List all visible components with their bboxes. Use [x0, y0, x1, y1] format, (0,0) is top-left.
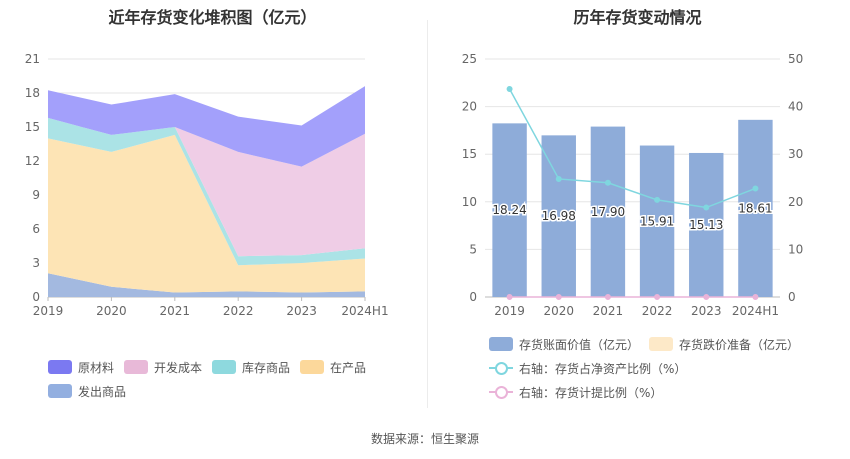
- area-发出商品: [48, 273, 365, 297]
- line-point: [654, 196, 661, 203]
- y-tick-label: 15: [25, 120, 40, 134]
- legend-label: 右轴：存货计提比例（%）: [519, 385, 663, 400]
- y-right-tick-label: 40: [788, 100, 803, 114]
- legend-label: 存货账面价值（亿元）: [519, 337, 640, 352]
- y-right-tick-label: 20: [788, 195, 803, 209]
- line-point: [703, 204, 710, 211]
- y-left-tick-label: 25: [462, 52, 477, 66]
- legend-label: 库存商品: [242, 360, 291, 375]
- x-tick-label: 2024H1: [341, 304, 388, 318]
- legend-label: 原材料: [78, 360, 115, 375]
- legend-item-book-value[interactable]: 存货账面价值（亿元）: [489, 336, 639, 352]
- area-原材料: [48, 86, 365, 167]
- y-right-tick-label: 50: [788, 52, 803, 66]
- legend-swatch: [489, 337, 513, 351]
- y-left-tick-label: 15: [462, 147, 477, 161]
- legend-line-symbol: [489, 385, 513, 399]
- line-point: [703, 294, 710, 300]
- legend-item-wip[interactable]: 在产品: [300, 359, 366, 375]
- legend-swatch: [300, 360, 324, 374]
- y-tick-label: 21: [25, 52, 40, 66]
- line-point: [555, 294, 562, 300]
- x-tick-label: 2021: [160, 304, 191, 318]
- panel-divider: [427, 20, 428, 408]
- right-chart-title: 历年存货变动情况: [573, 8, 702, 27]
- y-tick-label: 12: [25, 154, 40, 168]
- x-tick-label: 2022: [223, 304, 254, 318]
- bar: [639, 145, 675, 297]
- line-point: [506, 294, 513, 300]
- y-tick-label: 18: [25, 86, 40, 100]
- area-在产品: [48, 134, 365, 293]
- legend-item-impairment[interactable]: 存货跌价准备（亿元）: [649, 336, 799, 352]
- left-chart-title: 近年存货变化堆积图（亿元）: [108, 8, 317, 27]
- x-tick-label: 2019: [33, 304, 64, 318]
- bar-data-label: 17.90: [591, 205, 625, 219]
- line-point: [752, 294, 759, 300]
- legend-swatch: [48, 384, 72, 398]
- y-tick-label: 0: [32, 290, 40, 304]
- x-tick-label: 2019: [494, 304, 525, 318]
- legend-label: 发出商品: [78, 384, 127, 399]
- legend-label: 在产品: [330, 360, 367, 375]
- y-left-tick-label: 0: [469, 290, 477, 304]
- legend-swatch: [212, 360, 236, 374]
- line-右轴：存货占净资产比例（%）: [508, 88, 756, 209]
- y-tick-label: 3: [32, 256, 40, 270]
- legend-item-ratio-net-assets[interactable]: 右轴：存货占净资产比例（%）: [489, 360, 686, 376]
- y-right-tick-label: 30: [788, 147, 803, 161]
- y-left-tick-label: 20: [462, 100, 477, 114]
- area-开发成本: [48, 117, 365, 257]
- line-point: [604, 294, 611, 300]
- bar-data-label: 16.98: [542, 209, 576, 223]
- bar: [689, 152, 724, 297]
- stacked-area-chart: 0 3 6 9 12 15 18 21 2019 2020 2021 2022 2023 2024H1: [25, 52, 389, 318]
- x-tick-label: 2023: [286, 304, 317, 318]
- x-tick-label: 2020: [96, 304, 127, 318]
- data-source-note: 数据来源：恒生聚源: [370, 432, 479, 446]
- x-tick-label: 2022: [642, 304, 673, 318]
- bar: [541, 135, 576, 297]
- bar: [738, 119, 773, 298]
- legend-label: 存货跌价准备（亿元）: [679, 337, 800, 352]
- y-right-tick-label: 10: [788, 242, 803, 256]
- line-point: [555, 175, 562, 182]
- x-tick-label: 2023: [691, 304, 722, 318]
- legend-item-goods-shipped[interactable]: 发出商品: [48, 383, 126, 399]
- legend-swatch: [649, 337, 673, 351]
- legend-label: 右轴：存货占净资产比例（%）: [519, 361, 687, 376]
- x-tick-label: 2020: [543, 304, 574, 318]
- legend-swatch: [124, 360, 148, 374]
- bar-data-label: 18.61: [738, 201, 772, 215]
- bar-data-label: 18.24: [492, 203, 526, 217]
- line-point: [506, 85, 513, 92]
- legend-label: 开发成本: [154, 360, 203, 375]
- line-point: [752, 185, 759, 192]
- x-tick-label: 2021: [593, 304, 624, 318]
- y-tick-label: 9: [32, 188, 40, 202]
- line-point: [654, 294, 661, 300]
- bar-data-label: 15.91: [640, 214, 674, 228]
- y-left-tick-label: 10: [462, 195, 477, 209]
- legend-item-finished-goods[interactable]: 库存商品: [212, 359, 290, 375]
- y-left-tick-label: 5: [469, 242, 477, 256]
- bar: [590, 126, 626, 297]
- x-tick-label: 2024H1: [732, 304, 779, 318]
- legend-item-raw-material[interactable]: 原材料: [48, 359, 114, 375]
- legend-item-provision-ratio[interactable]: 右轴：存货计提比例（%）: [489, 384, 662, 400]
- y-tick-label: 6: [32, 222, 40, 236]
- line-point: [604, 179, 611, 186]
- legend-item-dev-cost[interactable]: 开发成本: [124, 359, 202, 375]
- y-right-tick-label: 0: [788, 290, 796, 304]
- legend-line-symbol: [489, 361, 513, 375]
- legend-swatch: [48, 360, 72, 374]
- bar: [492, 123, 527, 298]
- bar-data-label: 15.13: [689, 218, 723, 232]
